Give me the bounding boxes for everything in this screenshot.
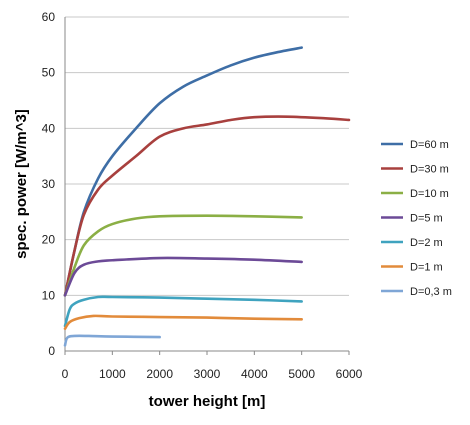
legend: D=60 m D=30 m D=10 m D=5 m D=2 m D=1 m D=0,3 m (381, 139, 452, 298)
x-tick-label: 1000 (99, 367, 126, 381)
legend-item: D=0,3 m (381, 286, 452, 298)
y-tick-label: 0 (48, 344, 55, 358)
y-axis-title: spec. power [W/m^3] (13, 109, 30, 259)
legend-item: D=2 m (381, 237, 443, 249)
series-line-6 (63, 314, 303, 331)
y-tick-label: 50 (42, 66, 56, 80)
x-tick-label: 2000 (146, 367, 173, 381)
legend-label: D=10 m (410, 188, 449, 200)
legend-label: D=1 m (410, 262, 443, 274)
y-tick-label: 40 (42, 121, 56, 135)
y-tick-label: 30 (42, 177, 56, 191)
x-tick-label: 5000 (288, 367, 315, 381)
x-axis-title: tower height [m] (149, 393, 266, 410)
axes (64, 17, 350, 355)
legend-label: D=5 m (410, 213, 443, 225)
legend-label: D=2 m (410, 237, 443, 249)
legend-item: D=5 m (381, 213, 443, 225)
tick-labels: 0 10 20 30 40 50 60 0 1000 2000 3000 4000 5000 6000 (42, 10, 363, 381)
legend-label: D=0,3 m (410, 286, 452, 298)
y-tick-label: 60 (42, 10, 56, 24)
legend-label: D=30 m (410, 164, 449, 176)
x-tick-label: 6000 (336, 367, 363, 381)
series-line-3 (63, 214, 303, 297)
legend-item: D=60 m (381, 139, 449, 151)
legend-item: D=1 m (381, 262, 443, 274)
y-tick-label: 10 (42, 288, 56, 302)
series-lines (63, 46, 351, 347)
gridlines (65, 16, 349, 296)
legend-item: D=10 m (381, 188, 449, 200)
x-tick-label: 0 (62, 367, 69, 381)
series-line-2 (63, 115, 351, 297)
x-tick-label: 3000 (194, 367, 221, 381)
series-line-4 (63, 256, 303, 297)
x-tick-label: 4000 (241, 367, 268, 381)
legend-item: D=30 m (381, 164, 449, 176)
series-line-7 (63, 334, 161, 347)
y-tick-label: 20 (42, 233, 56, 247)
legend-label: D=60 m (410, 139, 449, 151)
series-line-5 (63, 295, 303, 328)
